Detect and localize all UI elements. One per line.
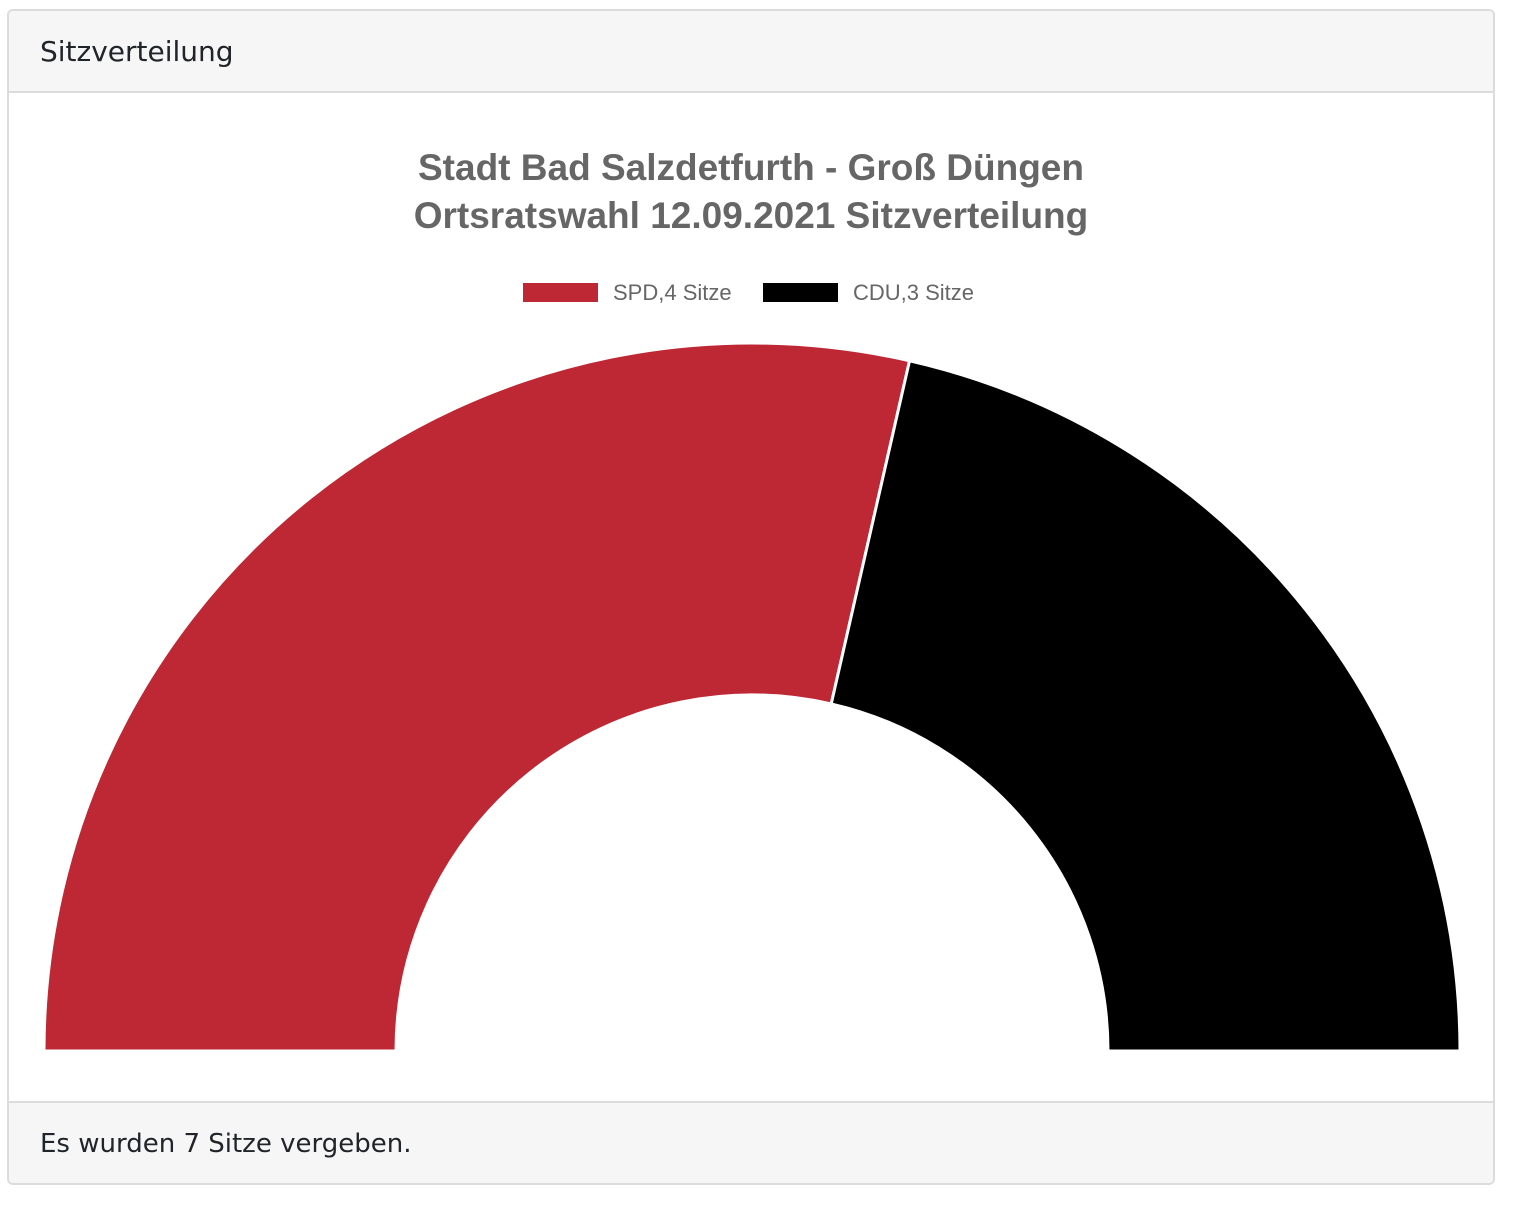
card-header-title: Sitzverteilung bbox=[40, 35, 234, 68]
chart-slices bbox=[42, 341, 1462, 1053]
card-footer: Es wurden 7 Sitze vergeben. bbox=[9, 1101, 1493, 1183]
slice-spd[interactable] bbox=[42, 341, 912, 1053]
slice-cdu[interactable] bbox=[829, 358, 1462, 1053]
card-header: Sitzverteilung bbox=[9, 11, 1493, 93]
card-footer-text: Es wurden 7 Sitze vergeben. bbox=[40, 1129, 412, 1159]
legend-swatch-0[interactable] bbox=[523, 283, 598, 302]
legend-label-0[interactable]: SPD,4 Sitze bbox=[613, 280, 732, 305]
chart-legend: SPD,4 Sitze CDU,3 Sitze bbox=[523, 280, 974, 305]
legend-label-1[interactable]: CDU,3 Sitze bbox=[853, 280, 974, 305]
chart-title-line-2: Ortsratswahl 12.09.2021 Sitzverteilung bbox=[414, 195, 1089, 236]
chart-title-line-1: Stadt Bad Salzdetfurth - Groß Düngen bbox=[418, 147, 1084, 188]
legend-swatch-1[interactable] bbox=[763, 283, 838, 302]
